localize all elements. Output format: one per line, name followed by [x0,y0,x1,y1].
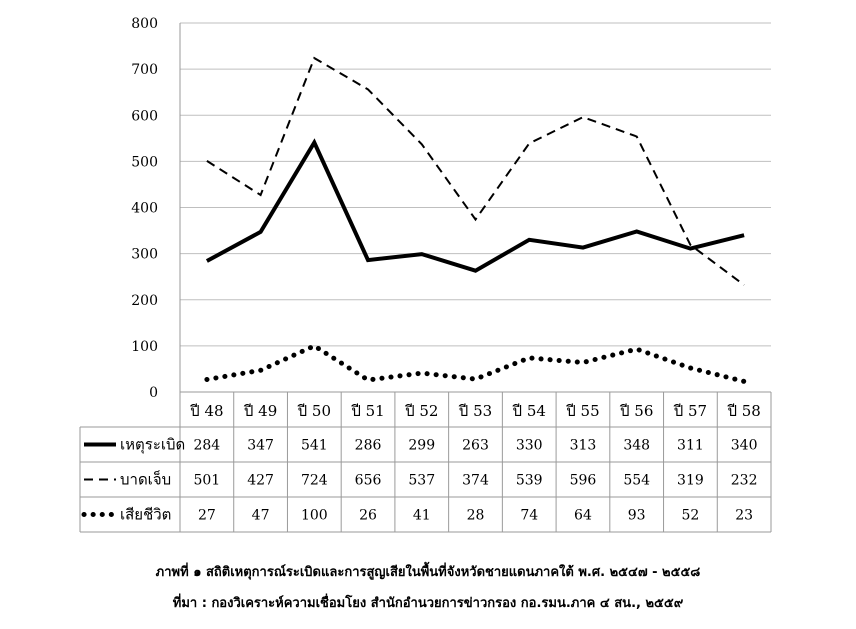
x-tick-label: ปี 58 [726,402,760,420]
table-cell: 26 [359,508,377,524]
table-cell: 347 [247,438,274,454]
y-tick-label: 500 [131,154,158,170]
table-cell: 47 [252,508,270,524]
x-tick-label: ปี 57 [673,402,707,420]
legend-label: บาดเจ็บ [120,470,171,489]
x-tick-label: ปี 48 [189,402,223,420]
x-tick-label: ปี 53 [458,402,492,420]
table-cell: 319 [677,473,704,489]
table-cell: 41 [413,508,431,524]
table-cell: 501 [193,473,220,489]
y-tick-label: 700 [131,62,158,78]
table-cell: 23 [735,508,753,524]
table-cell: 52 [681,508,699,524]
legend-label: เสียชีวิต [120,506,171,524]
table-cell: 539 [516,473,543,489]
legend-label: เหตุระเบิด [120,436,185,455]
x-tick-label: ปี 54 [512,402,546,420]
table-cell: 427 [247,473,274,489]
table-cell: 284 [193,438,220,454]
table-cell: 28 [467,508,485,524]
y-tick-label: 0 [149,385,158,401]
table-cell: 554 [623,473,650,489]
table-cell: 299 [408,438,435,454]
x-tick-label: ปี 52 [404,402,438,420]
table-cell: 596 [570,473,597,489]
table-cell: 232 [731,473,758,489]
table-cell: 330 [516,438,543,454]
series-line-2 [206,56,745,286]
table-cell: 724 [301,473,328,489]
y-tick-label: 800 [131,16,158,32]
table-cell: 374 [462,473,489,489]
y-tick-label: 100 [131,339,158,355]
table-cell: 537 [408,473,435,489]
figure-caption: ภาพที่ ๑ สถิติเหตุการณ์ระเบิดและการสูญเส… [155,565,701,580]
y-tick-label: 400 [131,201,158,217]
table-cell: 93 [628,508,646,524]
y-tick-label: 200 [131,293,158,309]
table-cell: 27 [198,508,216,524]
x-tick-label: ปี 50 [297,402,331,420]
table-cell: 263 [462,438,489,454]
table-cell: 656 [355,473,382,489]
table-cell: 286 [355,438,382,454]
x-tick-label: ปี 55 [565,402,599,420]
x-tick-label: ปี 49 [243,402,277,420]
table-cell: 74 [520,508,538,524]
line-chart: 0 100 200 300 400 500 600 700 800 ปี 48 ปี 49 ปี 50… [79,16,772,533]
series-line-1 [205,138,745,273]
table-cell: 541 [301,438,328,454]
x-tick-label: ปี 56 [619,402,653,420]
table-cell: 311 [677,438,704,454]
table-cell: 348 [623,438,650,454]
series-line-3 [204,343,747,384]
figure-source: ที่มา : กองวิเคราะห์ความเชื่อมโยง สำนักอ… [172,596,684,611]
table-cell: 313 [570,438,597,454]
y-tick-label: 300 [131,247,158,263]
y-tick-label: 600 [131,108,158,124]
table-cell: 64 [574,508,592,524]
table-cell: 340 [731,438,758,454]
table-cell: 100 [301,508,328,524]
x-tick-label: ปี 51 [350,402,384,420]
